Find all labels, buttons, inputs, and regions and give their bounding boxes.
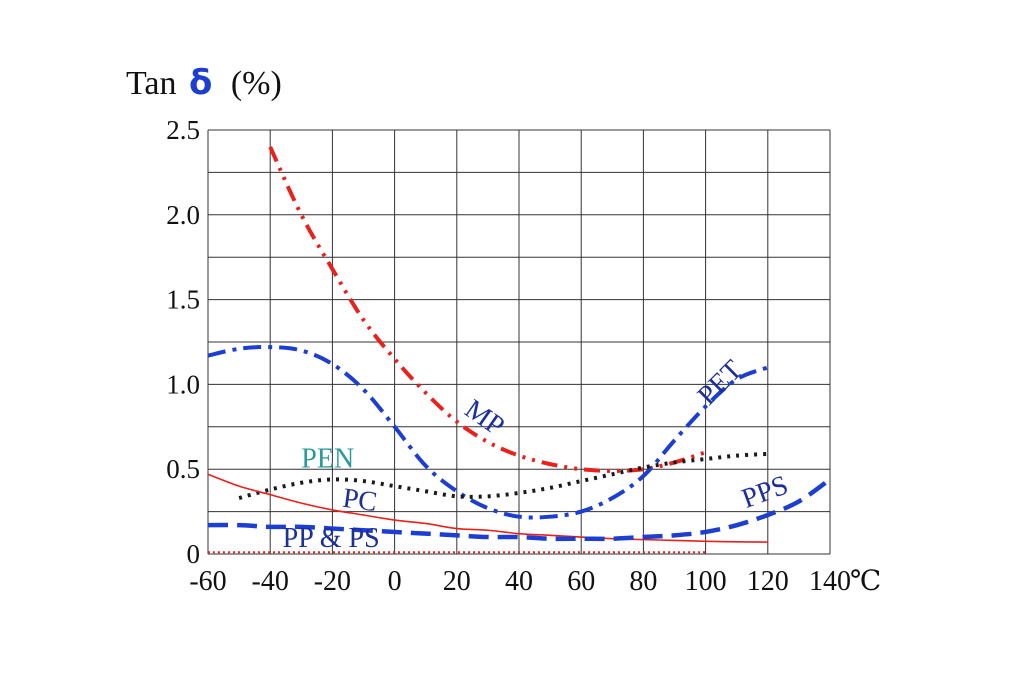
y-tick-label: 2.0	[166, 200, 200, 230]
series-line-mp	[268, 146, 707, 473]
x-tick-label: 0	[388, 566, 402, 597]
series-label-pc: PC	[341, 483, 379, 518]
x-tick-label: 140	[809, 566, 851, 597]
x-tick-label: 40	[505, 566, 533, 597]
y-tick-label: 1.0	[166, 369, 200, 399]
series-group	[207, 146, 832, 554]
x-tick-label: 20	[443, 566, 471, 597]
x-axis-unit: ℃	[850, 566, 881, 597]
series-line-pps	[207, 477, 832, 542]
series-label-pp-ps: PP & PS	[283, 523, 380, 554]
y-axis-label-symbol: δ	[189, 63, 212, 103]
x-tick-label: 60	[567, 566, 595, 597]
x-tick-label: 100	[685, 566, 727, 597]
x-tick-label: -60	[189, 566, 226, 597]
series-label-pen: PEN	[301, 444, 354, 475]
y-tick-label: 1.5	[166, 285, 200, 315]
y-tick-label: 0.5	[166, 454, 200, 484]
x-tick-label: -20	[314, 566, 351, 597]
series-label-mp: MP	[459, 394, 510, 443]
series-line-pc	[207, 473, 769, 543]
x-tick-label: 80	[629, 566, 657, 597]
grid	[207, 129, 831, 555]
series-line-pet	[207, 345, 769, 520]
svg-text:Tan δ (%): Tan δ (%)	[126, 63, 282, 103]
y-axis-label: Tan δ (%)	[126, 63, 282, 103]
y-tick-label: 2.5	[166, 115, 200, 145]
x-tick-label: -40	[252, 566, 289, 597]
series-label-pet: PET	[692, 354, 749, 411]
series-line-pen	[238, 451, 768, 500]
tick-labels: -60 -40 -20 0 20 40 60 80 100 120 140 0 0.5 1.0 1.5 2.0…	[166, 115, 851, 597]
y-tick-label: 0	[187, 539, 201, 569]
x-tick-label: 120	[747, 566, 789, 597]
y-axis-label-unit: (%)	[231, 65, 282, 102]
y-axis-label-prefix: Tan	[126, 65, 177, 102]
